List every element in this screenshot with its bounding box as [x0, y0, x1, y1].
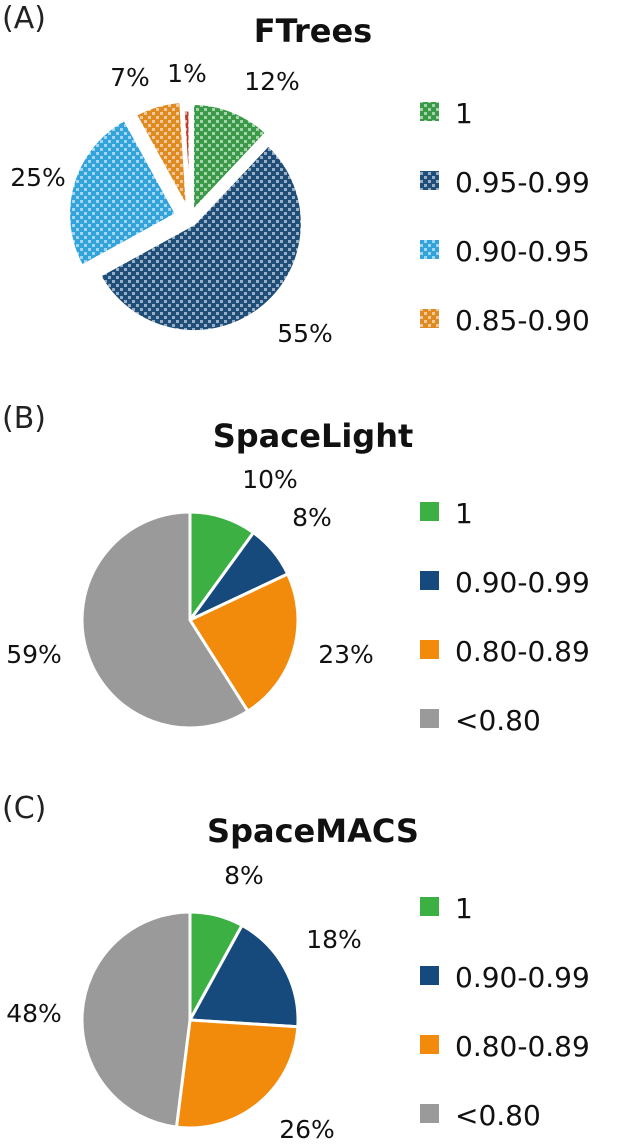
pie-slices [80, 510, 300, 730]
panel-label: (A) [2, 1, 46, 36]
pie-slice-other [181, 108, 192, 220]
pie-value-labels: 8% 18% 26% 48% [6, 861, 362, 1144]
panel-c: (C) SpaceMACS 8% 18% 26% 48% 1 0.90-0.99 0.80… [2, 791, 590, 1144]
pie-slice-0-80 [80, 910, 192, 1129]
pie-slice-0-95-0-99 [98, 143, 304, 333]
panel-label: (C) [2, 791, 46, 826]
pie-slices [67, 100, 304, 333]
legend-label: 0.90-0.99 [455, 566, 590, 599]
legend-label: 0.95-0.99 [455, 166, 590, 199]
pie-value-label: 55% [277, 319, 333, 348]
legend-swatch [420, 502, 439, 521]
chart-title: SpaceLight [213, 417, 414, 455]
legend-label: 0.90-0.99 [455, 961, 590, 994]
legend-label: 0.85-0.90 [455, 304, 590, 337]
panel-label: (B) [2, 401, 46, 436]
pie-slice-0-90-0-99 [188, 923, 300, 1029]
legend-label: 1 [455, 97, 473, 130]
legend-label: 0.80-0.89 [455, 635, 590, 668]
legend-swatch [420, 709, 439, 728]
pie-value-labels: 12% 55% 25% 7% 1% [10, 59, 333, 348]
legend-swatch [420, 309, 439, 328]
legend: 1 0.90-0.99 0.80-0.89 <0.80 [420, 892, 590, 1132]
legend-swatch [420, 240, 439, 259]
pie-value-label: 10% [242, 465, 298, 494]
legend-label: <0.80 [455, 1099, 541, 1132]
pie-slice-1 [191, 101, 269, 213]
legend-swatch [420, 571, 439, 590]
pie-value-label: 12% [244, 67, 300, 96]
legend-label: <0.80 [455, 704, 541, 737]
legend-label: 1 [455, 892, 473, 925]
legend-swatch [420, 171, 439, 190]
pie-value-label: 26% [279, 1115, 335, 1144]
pie-value-label: 8% [292, 503, 332, 532]
pie-value-labels: 10% 8% 23% 59% [6, 465, 374, 669]
legend-swatch [420, 897, 439, 916]
panel-a: (A) FTrees 12% 55% 25% 7% 1% 1 0.95-0.99 0.90-… [2, 1, 590, 348]
legend: 1 0.90-0.99 0.80-0.89 <0.80 [420, 497, 590, 737]
legend-label: 0.80-0.89 [455, 1030, 590, 1063]
pie-slice-0-80-0-89 [174, 1018, 300, 1130]
pie-value-label: 48% [6, 999, 62, 1028]
pie-value-label: 18% [306, 925, 362, 954]
panel-b: (B) SpaceLight 10% 8% 23% 59% 1 0.90-0.99 0.8… [2, 401, 590, 737]
legend-swatch [420, 102, 439, 121]
pie-slices [80, 910, 300, 1130]
legend-swatch [420, 966, 439, 985]
pie-value-label: 8% [224, 861, 264, 890]
legend: 1 0.95-0.99 0.90-0.95 0.85-0.90 [420, 97, 590, 337]
chart-title: FTrees [254, 12, 372, 50]
pie-value-label: 59% [6, 640, 62, 669]
pie-value-label: 1% [167, 59, 207, 88]
pie-value-label: 23% [318, 640, 374, 669]
pie-value-label: 25% [10, 163, 66, 192]
pie-slice-0-80-0-89 [188, 572, 300, 713]
pie-value-label: 7% [110, 63, 150, 92]
legend-label: 1 [455, 497, 473, 530]
legend-swatch [420, 1035, 439, 1054]
pie-slice-0-90-0-95 [67, 117, 179, 268]
chart-title: SpaceMACS [207, 812, 419, 850]
pie-slice-0-80 [80, 510, 250, 730]
pie-slice-0-85-0-90 [133, 100, 189, 211]
legend-swatch [420, 640, 439, 659]
legend-swatch [420, 1104, 439, 1123]
legend-label: 0.90-0.95 [455, 235, 590, 268]
